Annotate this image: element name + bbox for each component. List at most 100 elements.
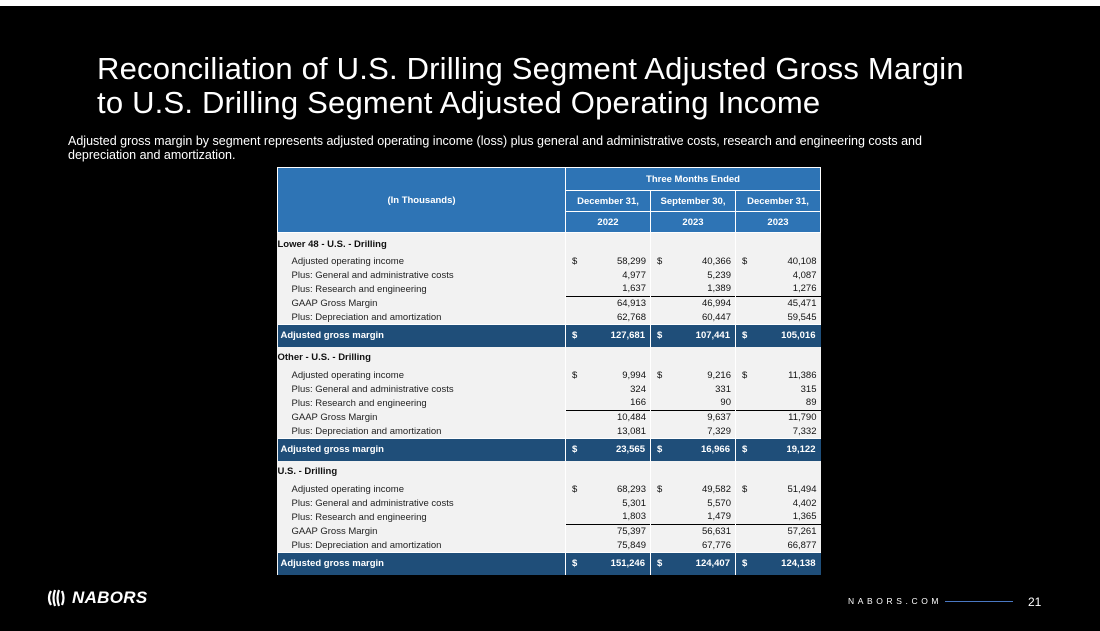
table-row: Plus: Depreciation and amortization 75,84… <box>278 538 821 553</box>
value-cell: 166 <box>565 396 651 411</box>
row-label: Plus: Research and engineering <box>291 283 427 295</box>
value-cell: 46,994 <box>650 295 736 311</box>
value-text: 1,365 <box>792 511 817 523</box>
value-text: 67,776 <box>701 539 731 551</box>
section-header-row: Lower 48 - U.S. - Drilling <box>277 232 821 255</box>
value-cell: 5,570 <box>650 496 736 511</box>
currency-symbol: $ <box>572 557 578 569</box>
value-text: 166 <box>630 397 646 409</box>
value-cell: 315 <box>735 382 821 397</box>
value-text: 62,768 <box>616 311 646 323</box>
value-text: 1,637 <box>622 283 646 295</box>
row-label: Plus: Depreciation and amortization <box>291 539 442 551</box>
total-value-cell: $124,407 <box>650 551 736 575</box>
value-text: 58,299 <box>616 256 646 268</box>
value-text: 9,216 <box>707 370 731 382</box>
table-row: Plus: General and administrative costs 4,… <box>278 268 821 283</box>
currency-symbol: $ <box>572 443 578 455</box>
nabors-logo-text: NABORS <box>72 588 148 607</box>
reconciliation-table: (In Thousands) Three Months Ended Decemb… <box>277 167 821 575</box>
value-cell: 5,239 <box>650 268 736 283</box>
table-header-row: (In Thousands) Three Months Ended <box>277 167 821 233</box>
table-row: Plus: General and administrative costs 32… <box>278 382 821 397</box>
value-text: 49,582 <box>701 484 731 496</box>
total-value-cell: $105,016 <box>735 323 821 347</box>
row-label: Plus: Depreciation and amortization <box>291 425 442 437</box>
value-text: 7,332 <box>792 425 817 437</box>
value-cell: 13,081 <box>565 424 651 439</box>
slide-subtitle: Adjusted gross margin by segment represe… <box>68 134 1028 162</box>
currency-symbol: $ <box>572 483 578 495</box>
value-text: 1,389 <box>707 283 731 295</box>
value-text: 315 <box>800 383 817 395</box>
value-text: 9,637 <box>707 412 731 424</box>
currency-symbol: $ <box>742 369 748 381</box>
total-value-cell: $19,122 <box>735 437 821 461</box>
nabors-logo: NABORS <box>45 588 147 608</box>
value-text: 45,471 <box>787 298 817 310</box>
footer-divider <box>945 601 1013 602</box>
value-cell: 7,332 <box>735 424 821 439</box>
row-label: Plus: General and administrative costs <box>291 269 454 281</box>
table-row: Plus: General and administrative costs 5,… <box>278 496 821 511</box>
value-cell: $40,108 <box>735 255 821 269</box>
value-text: 4,977 <box>622 269 646 281</box>
section-header-row: Other - U.S. - Drilling <box>278 346 821 369</box>
total-value-text: 16,966 <box>700 444 730 456</box>
currency-symbol: $ <box>742 443 748 455</box>
slide-title-line-2: to U.S. Drilling Segment Adjusted Operat… <box>97 85 821 120</box>
section-title: U.S. - Drilling <box>277 466 338 478</box>
value-text: 60,447 <box>701 311 731 323</box>
total-value-text: 151,246 <box>610 558 645 570</box>
slide-subtitle-line-2: depreciation and amortization. <box>68 148 236 162</box>
currency-symbol: $ <box>657 369 663 381</box>
value-text: 1,803 <box>622 511 646 523</box>
value-text: 1,479 <box>707 511 731 523</box>
currency-symbol: $ <box>742 329 748 341</box>
section-title: Lower 48 - U.S. - Drilling <box>277 238 387 250</box>
adjusted-gross-margin-row: Adjusted gross margin $127,681 $107,441 $10… <box>277 323 821 347</box>
currency-symbol: $ <box>572 329 578 341</box>
currency-symbol: $ <box>657 483 663 495</box>
row-label: Plus: Research and engineering <box>291 511 427 523</box>
value-text: 40,108 <box>787 256 817 268</box>
currency-symbol: $ <box>742 557 748 569</box>
value-cell: 1,389 <box>650 282 736 297</box>
table-row: Plus: Research and engineering 1,637 1,389… <box>278 282 821 297</box>
table-row: GAAP Gross Margin 10,484 9,637 11,790 <box>278 409 821 425</box>
value-cell: $9,994 <box>565 368 651 383</box>
table-row: Plus: Depreciation and amortization 62,76… <box>278 310 821 325</box>
value-cell: 57,261 <box>735 523 821 539</box>
value-cell: $40,366 <box>650 255 736 269</box>
value-text: 89 <box>805 397 817 409</box>
value-text: 7,329 <box>707 425 731 437</box>
total-value-cell: $127,681 <box>565 323 651 347</box>
nabors-logo-icon <box>47 589 65 607</box>
value-cell: 56,631 <box>650 523 736 539</box>
value-text: 64,913 <box>616 298 646 310</box>
value-cell: 9,637 <box>650 409 736 425</box>
value-text: 4,087 <box>792 269 817 281</box>
total-value-text: 124,138 <box>781 558 816 570</box>
value-text: 13,081 <box>616 425 646 437</box>
page-number: 21 <box>1028 595 1042 609</box>
row-label: GAAP Gross Margin <box>291 297 378 309</box>
total-value-text: 23,565 <box>615 444 645 456</box>
slide-subtitle-line-1: Adjusted gross margin by segment represe… <box>68 134 922 148</box>
table-row: Adjusted operating income $9,994 $9,216 $11… <box>278 368 821 383</box>
value-text: 51,494 <box>787 484 817 496</box>
column-year-header: 2022 <box>565 211 651 233</box>
value-cell: 64,913 <box>565 295 651 311</box>
adjusted-gross-margin-row: Adjusted gross margin $151,246 $124,407 $12… <box>277 551 821 575</box>
value-cell: 59,545 <box>735 310 821 325</box>
table-row: GAAP Gross Margin 75,397 56,631 57,261 <box>278 523 821 539</box>
currency-symbol: $ <box>657 256 663 267</box>
value-cell: 4,402 <box>735 496 821 511</box>
value-cell: 75,397 <box>565 523 651 539</box>
value-cell: $11,386 <box>735 368 821 383</box>
value-cell: 10,484 <box>565 409 651 425</box>
value-text: 9,994 <box>622 370 646 382</box>
value-text: 5,239 <box>707 269 731 281</box>
value-cell: 4,087 <box>735 268 821 283</box>
column-date-header: September 30, <box>650 190 736 212</box>
